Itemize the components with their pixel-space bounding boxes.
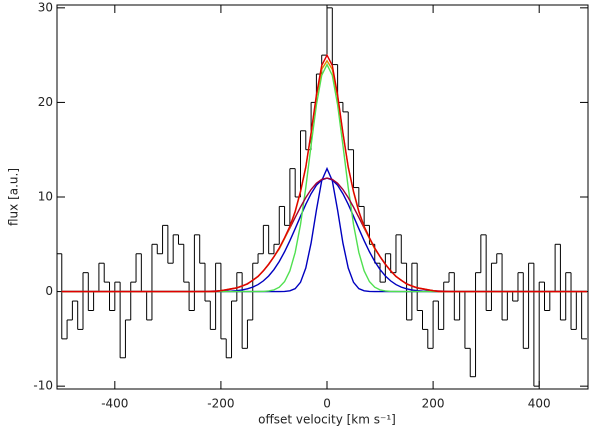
y-tick-label: -10: [33, 379, 53, 393]
y-tick-label: 30: [38, 0, 53, 14]
fit-curve: [61, 53, 587, 293]
x-tick-label: 200: [422, 397, 445, 411]
x-tick-label: 0: [323, 397, 331, 411]
x-tick-label: -400: [101, 397, 128, 411]
y-tick-label: 20: [38, 95, 53, 109]
y-tick-label: 10: [38, 190, 53, 204]
x-axis-label: offset velocity [km s⁻¹]: [258, 413, 396, 427]
fit-curve: [61, 177, 587, 293]
y-axis-label: flux [a.u.]: [7, 168, 21, 226]
x-tick-label: 400: [528, 397, 551, 411]
y-tick-label: 0: [45, 284, 53, 298]
fit-curve: [61, 166, 587, 293]
fit-curve: [61, 63, 587, 293]
x-tick-label: -200: [207, 397, 234, 411]
fit-curve: [61, 177, 587, 293]
